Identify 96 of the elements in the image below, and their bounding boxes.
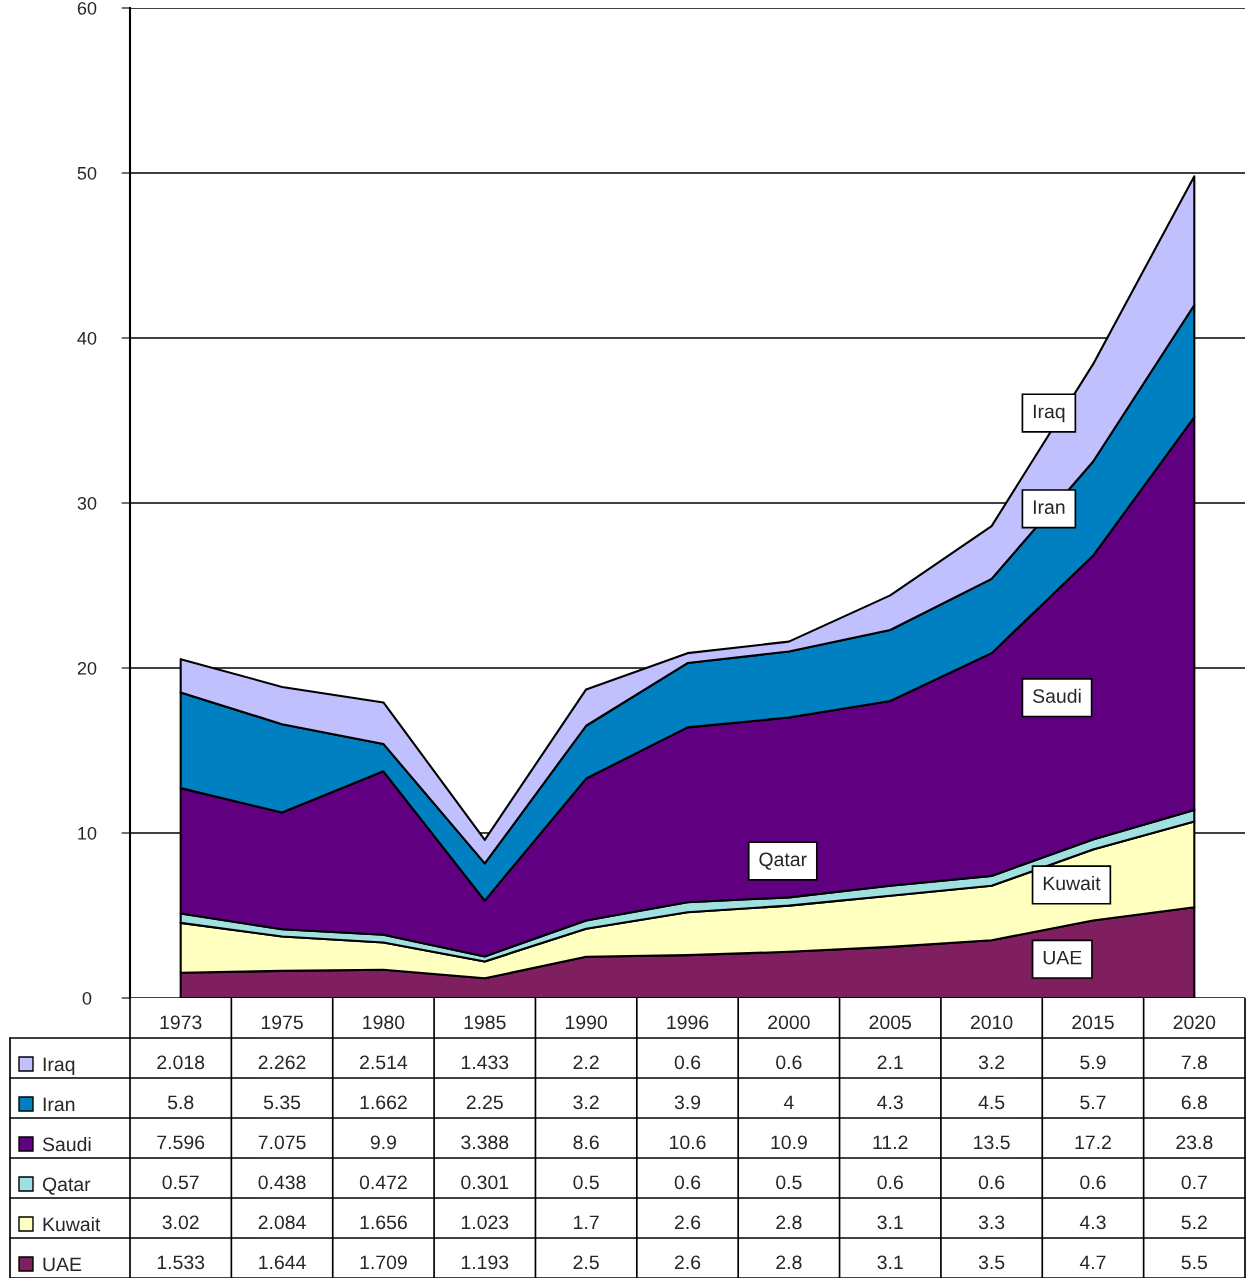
data-label: 11.2 bbox=[873, 1135, 908, 1150]
data-label: 1.193 bbox=[461, 1255, 509, 1270]
text: UAE bbox=[1043, 950, 1082, 965]
data-label: 1.023 bbox=[461, 1215, 509, 1230]
data-label: 1.644 bbox=[259, 1255, 306, 1270]
data-label: 0.6 bbox=[1080, 1175, 1106, 1190]
data-label: 4.3 bbox=[877, 1095, 903, 1110]
data-label: 3.9 bbox=[674, 1095, 701, 1110]
x-tick-label: 2020 bbox=[1173, 1015, 1216, 1030]
data-label: 2.262 bbox=[258, 1055, 306, 1070]
data-label: 0.6 bbox=[877, 1175, 903, 1190]
data-label: 0.472 bbox=[359, 1175, 407, 1190]
legend-label: Iran bbox=[43, 1097, 75, 1112]
data-label: 2.514 bbox=[360, 1055, 408, 1070]
data-label: 3.3 bbox=[978, 1215, 1005, 1230]
data-label: 2.084 bbox=[258, 1215, 306, 1230]
data-label: 8.6 bbox=[573, 1135, 599, 1150]
data-label: 0.5 bbox=[573, 1175, 599, 1190]
data-label: 4.5 bbox=[978, 1095, 1005, 1110]
legend-label: Saudi bbox=[42, 1136, 91, 1152]
y-tick-label: 0 bbox=[82, 991, 92, 1005]
data-label: 10.9 bbox=[771, 1135, 807, 1150]
data-label: 2.8 bbox=[776, 1215, 802, 1230]
data-label: 5.9 bbox=[1080, 1055, 1106, 1070]
data-label: 7.596 bbox=[157, 1135, 205, 1150]
x-tick-label: 2010 bbox=[970, 1015, 1013, 1030]
data-label: 3.1 bbox=[877, 1215, 903, 1230]
x-tick-label: 1996 bbox=[667, 1015, 709, 1030]
data-label: 2.25 bbox=[466, 1095, 503, 1110]
x-tick-label: 2000 bbox=[768, 1015, 810, 1030]
y-tick-label: 20 bbox=[77, 661, 97, 675]
y-tick-label: 40 bbox=[77, 331, 97, 345]
data-label: 3.5 bbox=[978, 1255, 1005, 1270]
text: Qatar bbox=[759, 852, 807, 870]
data-label: 0.7 bbox=[1181, 1175, 1207, 1190]
data-label: 7.075 bbox=[258, 1135, 306, 1150]
data-label: 13.5 bbox=[974, 1135, 1010, 1150]
data-label: 2.6 bbox=[674, 1215, 701, 1230]
legend-label: Qatar bbox=[42, 1177, 91, 1195]
data-label: 3.2 bbox=[573, 1095, 599, 1110]
data-label: 5.2 bbox=[1181, 1215, 1207, 1230]
x-tick-label: 1990 bbox=[565, 1015, 608, 1030]
data-label: 2.2 bbox=[573, 1055, 599, 1070]
data-label: 0.6 bbox=[674, 1175, 701, 1190]
data-label: 10.6 bbox=[670, 1135, 706, 1150]
data-label: 1.662 bbox=[360, 1095, 407, 1110]
x-tick-label: 2015 bbox=[1072, 1015, 1114, 1030]
text: Iraq bbox=[1033, 404, 1065, 423]
data-label: 4 bbox=[783, 1095, 794, 1110]
legend-label: Iraq bbox=[43, 1057, 75, 1076]
data-label: 2.5 bbox=[573, 1255, 599, 1270]
y-tick-label: 10 bbox=[78, 826, 97, 840]
data-label: 1.433 bbox=[461, 1055, 509, 1070]
text: Iran bbox=[1033, 500, 1065, 514]
data-label: 0.301 bbox=[461, 1175, 509, 1190]
data-label: 0.6 bbox=[978, 1175, 1005, 1190]
data-label: 6.8 bbox=[1181, 1095, 1207, 1110]
data-label: 2.1 bbox=[877, 1055, 903, 1070]
y-tick-label: 50 bbox=[77, 166, 97, 180]
data-label: 4.7 bbox=[1079, 1255, 1106, 1270]
data-label: 0.5 bbox=[776, 1175, 802, 1190]
legend-label: UAE bbox=[43, 1257, 82, 1272]
data-label: 17.2 bbox=[1075, 1135, 1111, 1150]
data-label: 3.388 bbox=[461, 1135, 509, 1150]
data-label: 5.7 bbox=[1080, 1095, 1106, 1110]
y-tick-label: 30 bbox=[77, 496, 97, 510]
text: Saudi bbox=[1033, 688, 1081, 703]
y-tick-label: 60 bbox=[77, 1, 97, 15]
data-label: 0.6 bbox=[674, 1055, 701, 1070]
data-label: 1.533 bbox=[157, 1255, 205, 1270]
data-label: 1.709 bbox=[360, 1255, 407, 1270]
data-label: 1.656 bbox=[360, 1215, 407, 1230]
x-tick-label: 1973 bbox=[160, 1015, 202, 1030]
data-label: 23.8 bbox=[1176, 1135, 1213, 1150]
data-label: 5.35 bbox=[263, 1095, 301, 1110]
data-label: 3.1 bbox=[877, 1255, 903, 1270]
data-label: 0.6 bbox=[776, 1055, 802, 1070]
data-label: 4.3 bbox=[1079, 1215, 1106, 1230]
data-label: 2.6 bbox=[674, 1255, 701, 1270]
data-label: 5.5 bbox=[1181, 1255, 1208, 1270]
legend-label: Kuwait bbox=[43, 1216, 101, 1232]
data-label: 3.2 bbox=[978, 1055, 1005, 1070]
data-label: 5.8 bbox=[167, 1095, 194, 1110]
data-label: 9.9 bbox=[370, 1135, 396, 1150]
data-label: 0.438 bbox=[258, 1175, 306, 1190]
x-tick-label: 1985 bbox=[464, 1015, 506, 1030]
data-label: 2.018 bbox=[157, 1055, 205, 1070]
x-tick-label: 1975 bbox=[261, 1015, 303, 1030]
x-tick-label: 2005 bbox=[869, 1015, 912, 1030]
data-label: 7.8 bbox=[1181, 1055, 1207, 1070]
data-label: 1.7 bbox=[574, 1215, 599, 1230]
data-label: 2.8 bbox=[776, 1255, 802, 1270]
x-tick-label: 1980 bbox=[363, 1015, 405, 1030]
data-label: 0.57 bbox=[162, 1175, 199, 1190]
data-label: 3.02 bbox=[162, 1215, 199, 1230]
text: Kuwait bbox=[1043, 875, 1101, 891]
